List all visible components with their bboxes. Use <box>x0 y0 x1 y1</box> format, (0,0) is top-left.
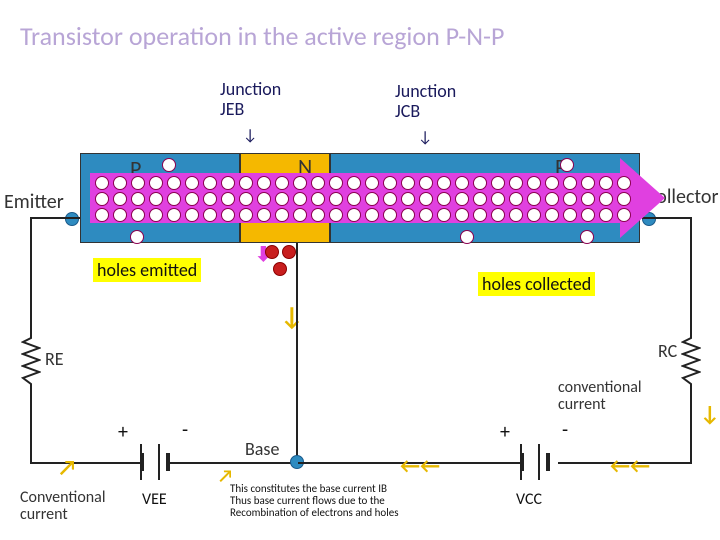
wire-emitter <box>30 217 80 219</box>
base-current-arrow-icon: ↓ <box>280 300 304 332</box>
emitter-label: Emitter <box>4 190 64 214</box>
base-label: Base <box>245 438 279 460</box>
current-arrow-mid-icon: ← <box>400 452 420 479</box>
holes-emitted-label: holes emitted <box>93 258 201 282</box>
wire-base <box>296 243 298 464</box>
wire-emitter-down <box>30 217 32 332</box>
vee-minus: - <box>182 418 188 442</box>
vee-plus: + <box>118 420 128 444</box>
jcb-label: Junction JCB <box>395 82 456 122</box>
holes-collected-label: holes collected <box>478 272 595 296</box>
jeb-arrow-icon: ↓ <box>243 126 257 145</box>
vcc-label: VCC <box>516 490 542 509</box>
emitter-terminal-icon <box>65 212 79 226</box>
current-arrow-collector-icon: ↓ <box>700 400 720 427</box>
wire-rc-down <box>690 392 692 464</box>
jeb-label: Junction JEB <box>220 80 281 120</box>
vee-label: VEE <box>142 490 167 509</box>
recombination-note: This constitutes the base current IB Thu… <box>230 483 420 519</box>
vcc-minus: - <box>562 418 568 442</box>
current-arrow-left-icon: ↗ <box>58 454 76 481</box>
resistor-rc <box>681 332 701 392</box>
wire-collector-down <box>690 217 692 332</box>
wire-re-down <box>30 392 32 464</box>
resistor-re <box>21 332 41 392</box>
current-arrow-right-icon: ← <box>610 452 630 479</box>
re-label: RE <box>45 348 64 370</box>
rc-label: RC <box>658 340 677 362</box>
wire-to-vee <box>30 462 140 464</box>
conventional-current-left: Conventional current <box>20 490 106 524</box>
current-arrow-mid2-icon: ← <box>420 452 440 479</box>
vcc-plus: + <box>500 420 510 444</box>
conventional-current-right: conventional current <box>558 380 642 414</box>
current-arrow-right2-icon: ← <box>630 452 650 479</box>
page-title: Transistor operation in the active regio… <box>20 20 504 52</box>
jcb-arrow-icon: ↓ <box>418 128 432 147</box>
wire-vee-to-base <box>170 462 298 464</box>
